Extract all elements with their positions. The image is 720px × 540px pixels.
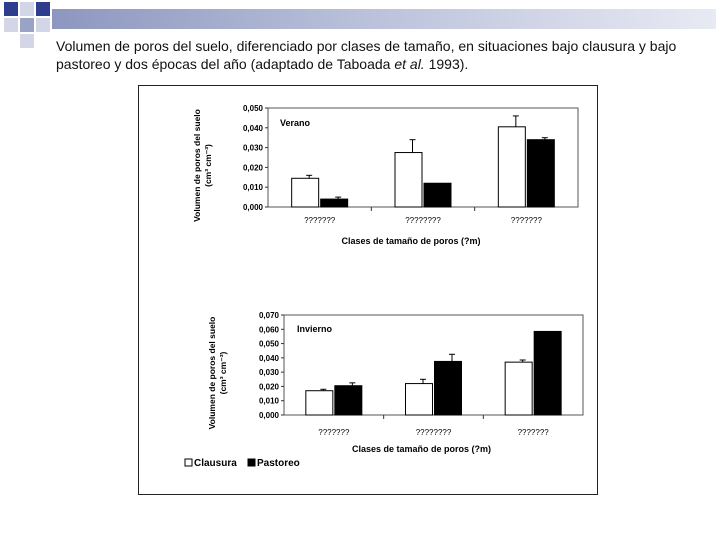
caption-italic: et al. [394,56,425,72]
caption-main: Volumen de poros del suelo, diferenciado… [56,38,677,72]
y-tick-label: 0,040 [243,124,264,133]
bar-pastoreo [526,139,555,208]
bar-clausura [497,126,526,208]
decor-square-6 [36,18,50,32]
bar-pastoreo [434,360,462,416]
bar-pastoreo [423,182,452,208]
y-axis-unit: (cm³ cm⁻³) [203,144,213,187]
x-tick-label: ???????? [405,216,441,225]
panel-title: Invierno [297,324,333,334]
x-tick-label: ??????? [518,428,550,437]
decor-square-4 [4,18,18,32]
x-tick-label: ??????? [511,216,543,225]
y-tick-label: 0,000 [259,411,280,420]
legend-swatch-pastoreo [247,458,256,467]
x-axis-label: Clases de tamaño de poros (?m) [341,236,480,246]
legend-swatch-clausura [184,458,193,467]
x-axis-label: Clases de tamaño de poros (?m) [352,444,491,454]
decor-square-1 [4,2,18,16]
y-tick-label: 0,030 [259,368,280,377]
y-tick-label: 0,050 [259,340,280,349]
y-tick-label: 0,050 [243,104,264,113]
y-tick-label: 0,000 [243,203,264,212]
bar-clausura [291,177,320,208]
y-tick-label: 0,030 [243,144,264,153]
bar-clausura [305,390,334,416]
bar-clausura [504,361,533,416]
figure-frame [138,85,598,495]
y-axis-label: Volumen de poros del suelo [192,109,202,222]
y-tick-label: 0,060 [259,325,280,334]
y-tick-label: 0,020 [243,163,264,172]
decor-square-3 [36,2,50,16]
bar-clausura [394,152,423,208]
x-tick-label: ???????? [416,428,452,437]
plot-area [283,314,584,416]
x-tick-label: ??????? [318,428,350,437]
bar-pastoreo [320,198,349,208]
x-tick-label: ??????? [304,216,336,225]
y-tick-label: 0,020 [259,382,280,391]
y-tick-label: 0,070 [259,311,280,320]
slide-caption: Volumen de poros del suelo, diferenciado… [56,37,696,73]
plot-area [267,107,579,208]
decor-square-5 [20,18,34,32]
y-tick-label: 0,010 [259,397,280,406]
decor-square-7 [20,34,34,48]
chart-invierno: 0,000 0,010 0,020 0,030 0,040 0,050 0,060 0,070… [207,311,584,454]
bar-pastoreo [334,385,363,416]
decor-gradient-bar [52,9,716,29]
chart-verano: 0,000 0,010 0,020 0,030 0,040 0,050??????????… [192,104,579,246]
legend-label-pastoreo: Pastoreo [257,458,300,469]
legend-label-clausura: Clausura [194,458,237,469]
bar-clausura [405,383,433,416]
y-tick-label: 0,010 [243,183,264,192]
y-axis-label: Volumen de poros del suelo [207,317,217,430]
y-axis-unit: (cm³ cm⁻³) [218,351,228,394]
chart-legend: Clausura Pastoreo [184,458,300,469]
caption-tail: 1993). [424,56,469,72]
bar-pastoreo [533,330,562,416]
y-tick-label: 0,040 [259,354,280,363]
decor-square-2 [20,2,34,16]
panel-title: Verano [280,118,311,128]
